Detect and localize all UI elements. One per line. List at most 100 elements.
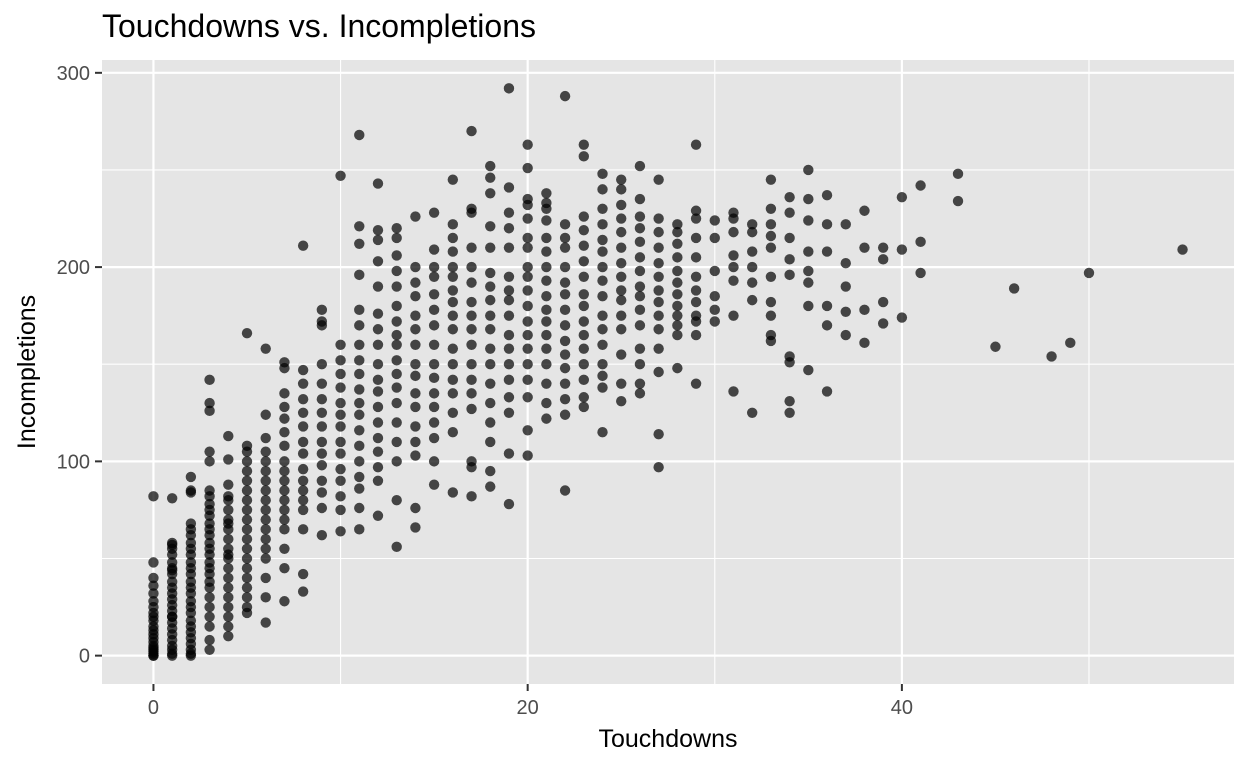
data-point: [765, 296, 777, 308]
data-point: [485, 281, 496, 292]
data-point: [428, 339, 440, 351]
data-point: [223, 491, 234, 502]
data-point: [559, 362, 571, 374]
data-point: [503, 182, 515, 193]
data-point: [672, 289, 683, 300]
data-point: [391, 223, 402, 234]
data-point: [803, 164, 814, 176]
data-point: [597, 246, 608, 257]
data-points: [148, 83, 1188, 661]
data-point: [503, 407, 515, 418]
data-point: [522, 242, 533, 253]
data-point: [297, 378, 309, 389]
data-point: [803, 277, 814, 288]
data-point: [690, 252, 702, 263]
data-point: [559, 349, 571, 360]
data-point: [372, 374, 384, 385]
data-point: [896, 191, 908, 203]
x-axis: 0 20 40: [148, 684, 913, 719]
data-point: [578, 211, 590, 222]
data-point: [410, 324, 421, 335]
data-point: [840, 258, 851, 269]
data-point: [578, 359, 590, 370]
data-point: [821, 190, 833, 201]
data-point: [690, 232, 702, 244]
data-point: [578, 300, 590, 312]
data-point: [578, 289, 590, 300]
data-point: [354, 339, 365, 351]
data-point: [391, 541, 402, 553]
data-point: [466, 324, 477, 335]
data-point: [204, 611, 215, 622]
data-point: [428, 372, 440, 384]
data-point: [204, 568, 215, 580]
data-point: [204, 456, 215, 467]
data-point: [335, 355, 346, 366]
data-point: [372, 417, 384, 428]
data-point: [316, 487, 328, 498]
data-point: [223, 563, 234, 574]
data-point: [410, 388, 421, 399]
data-point: [204, 582, 215, 593]
data-point: [653, 285, 664, 296]
data-point: [877, 242, 889, 253]
data-point: [185, 607, 197, 619]
data-point: [690, 213, 702, 224]
data-point: [279, 440, 290, 452]
data-point: [372, 224, 384, 236]
data-point: [559, 409, 571, 420]
data-point: [616, 349, 627, 360]
data-point: [185, 650, 197, 661]
data-point: [391, 281, 402, 292]
data-point: [803, 215, 814, 226]
data-point: [765, 230, 777, 242]
data-point: [447, 310, 459, 321]
data-point: [316, 304, 328, 316]
data-point: [391, 355, 402, 366]
data-point: [653, 324, 664, 335]
data-point: [840, 219, 851, 230]
data-point: [559, 232, 571, 244]
data-point: [372, 446, 384, 457]
data-point: [297, 407, 309, 418]
data-point: [541, 188, 552, 199]
data-point: [877, 296, 889, 308]
data-point: [316, 393, 328, 405]
data-point: [241, 543, 253, 554]
data-point: [653, 428, 664, 440]
data-point: [522, 139, 533, 150]
x-tick-label: 0: [148, 697, 159, 719]
data-point: [316, 359, 328, 370]
data-point: [447, 487, 459, 498]
data-point: [746, 277, 758, 288]
data-point: [354, 524, 365, 535]
data-point: [522, 162, 533, 174]
data-point: [616, 174, 627, 185]
data-point: [672, 219, 683, 230]
data-point: [616, 324, 627, 335]
x-tick-label: 20: [517, 697, 539, 719]
data-point: [241, 553, 253, 564]
data-point: [260, 485, 271, 496]
data-point: [391, 495, 402, 506]
data-point: [335, 475, 346, 486]
data-point: [241, 446, 253, 457]
data-point: [354, 483, 365, 494]
data-point: [634, 223, 646, 234]
data-point: [597, 382, 608, 393]
data-point: [578, 401, 590, 413]
data-point: [223, 454, 234, 465]
data-point: [821, 386, 833, 397]
data-point: [204, 634, 215, 646]
data-point: [634, 320, 646, 331]
data-point: [223, 621, 234, 632]
data-point: [185, 471, 197, 483]
grid-minor: [102, 60, 1234, 684]
data-point: [410, 370, 421, 382]
data-point: [765, 174, 777, 185]
data-point: [1083, 267, 1095, 279]
data-point: [877, 254, 889, 265]
data-point: [690, 285, 702, 296]
data-point: [391, 250, 402, 261]
